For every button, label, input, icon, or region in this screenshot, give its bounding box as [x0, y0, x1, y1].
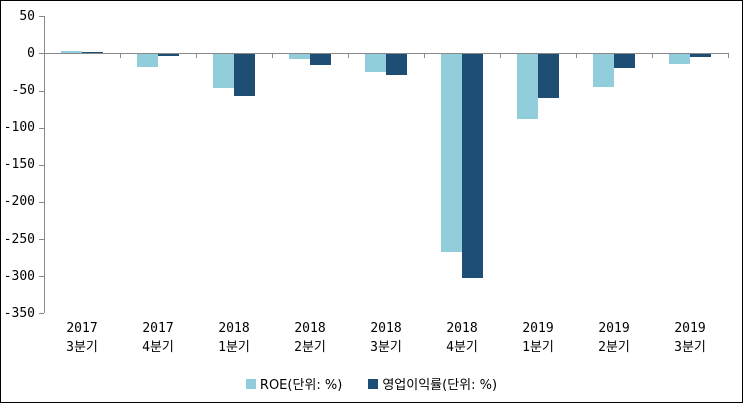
x-axis-label-year: 2018 — [446, 321, 478, 336]
bar-series2-cat2 — [158, 53, 179, 57]
x-axis-tick — [348, 53, 349, 59]
x-axis-label-quarter: 4분기 — [142, 340, 174, 355]
legend-item-series1: ROE(단위: %) — [245, 374, 343, 393]
x-axis-label-year: 2017 — [142, 321, 174, 336]
x-axis-zero-line — [44, 53, 729, 55]
legend-swatch-icon — [245, 378, 256, 389]
legend-label: ROE(단위: %) — [259, 378, 343, 393]
x-axis-label-quarter: 3분기 — [66, 340, 98, 355]
bar-series2-cat6 — [462, 53, 483, 279]
x-axis-label-quarter: 1분기 — [218, 340, 250, 355]
y-axis-tick-label: -350 — [3, 305, 35, 321]
y-axis-tick-label: -100 — [3, 120, 35, 136]
bar-series2-cat4 — [310, 53, 331, 66]
legend-swatch-icon — [368, 378, 379, 389]
x-axis-tick — [500, 53, 501, 59]
x-axis-tick — [576, 53, 577, 59]
y-axis-tick — [39, 201, 44, 203]
y-axis-tick — [39, 127, 44, 129]
x-axis-label-year: 2017 — [66, 321, 98, 336]
y-axis-tick-label: 50 — [19, 8, 35, 24]
x-axis-label-year: 2018 — [218, 321, 250, 336]
x-axis-tick — [120, 53, 121, 59]
bar-series1-cat2 — [137, 53, 158, 67]
bar-series1-cat5 — [365, 53, 386, 72]
y-axis-tick-label: -50 — [11, 83, 35, 99]
bar-series1-cat3 — [213, 53, 234, 89]
bar-series2-cat3 — [234, 53, 255, 97]
x-axis-label-quarter: 2분기 — [294, 340, 326, 355]
x-axis-label-quarter: 4분기 — [446, 340, 478, 355]
x-axis-label-quarter: 1분기 — [522, 340, 554, 355]
x-axis-tick — [728, 53, 729, 59]
bar-series1-cat4 — [289, 53, 310, 60]
bar-series2-cat7 — [538, 53, 559, 98]
x-axis-tick — [196, 53, 197, 59]
bar-series2-cat1 — [82, 51, 103, 54]
legend-item-series2: 영업이익률(단위: %) — [368, 374, 497, 393]
x-axis-tick — [272, 53, 273, 59]
x-axis-label-quarter: 2분기 — [598, 340, 630, 355]
x-axis-label-year: 2018 — [370, 321, 402, 336]
x-axis-tick — [424, 53, 425, 59]
bar-series1-cat1 — [61, 51, 82, 54]
y-axis-tick-label: -300 — [3, 268, 35, 284]
bar-series1-cat6 — [441, 53, 462, 253]
y-axis-tick — [39, 90, 44, 92]
bar-series1-cat9 — [669, 53, 690, 64]
y-axis-tick — [39, 16, 44, 18]
bar-series1-cat8 — [593, 53, 614, 87]
x-axis-label-year: 2019 — [522, 321, 554, 336]
bar-series2-cat8 — [614, 53, 635, 69]
x-axis-tick — [652, 53, 653, 59]
y-axis-tick — [39, 164, 44, 166]
y-axis-tick — [39, 239, 44, 241]
legend-label: 영업이익률(단위: %) — [382, 378, 498, 393]
x-axis-label-quarter: 3분기 — [370, 340, 402, 355]
y-axis-tick-label: 0 — [27, 45, 35, 61]
x-axis-label-year: 2019 — [598, 321, 630, 336]
x-axis-label-year: 2019 — [674, 321, 706, 336]
y-axis-tick-label: -150 — [3, 157, 35, 173]
bar-series1-cat7 — [517, 53, 538, 119]
x-axis-label-year: 2018 — [294, 321, 326, 336]
x-axis-label-quarter: 3분기 — [674, 340, 706, 355]
y-axis-tick-label: -200 — [3, 194, 35, 210]
bar-series2-cat5 — [386, 53, 407, 75]
x-axis-tick — [44, 53, 45, 59]
y-axis-tick-label: -250 — [3, 231, 35, 247]
y-axis-line — [44, 16, 45, 314]
bar-series2-cat9 — [690, 53, 711, 58]
y-axis-tick — [39, 313, 44, 315]
legend: ROE(단위: %) 영업이익률(단위: %) — [1, 374, 742, 393]
y-axis-tick — [39, 53, 44, 55]
y-axis-tick — [39, 276, 44, 278]
